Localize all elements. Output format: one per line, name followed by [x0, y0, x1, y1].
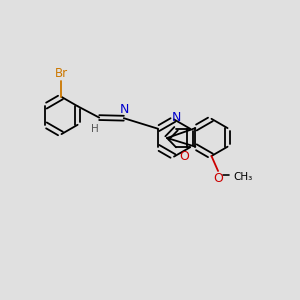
- Text: O: O: [214, 172, 224, 185]
- Text: CH₃: CH₃: [234, 172, 253, 182]
- Text: N: N: [119, 103, 129, 116]
- Text: N: N: [171, 111, 181, 124]
- Text: H: H: [92, 124, 99, 134]
- Text: Br: Br: [55, 67, 68, 80]
- Text: O: O: [179, 150, 189, 163]
